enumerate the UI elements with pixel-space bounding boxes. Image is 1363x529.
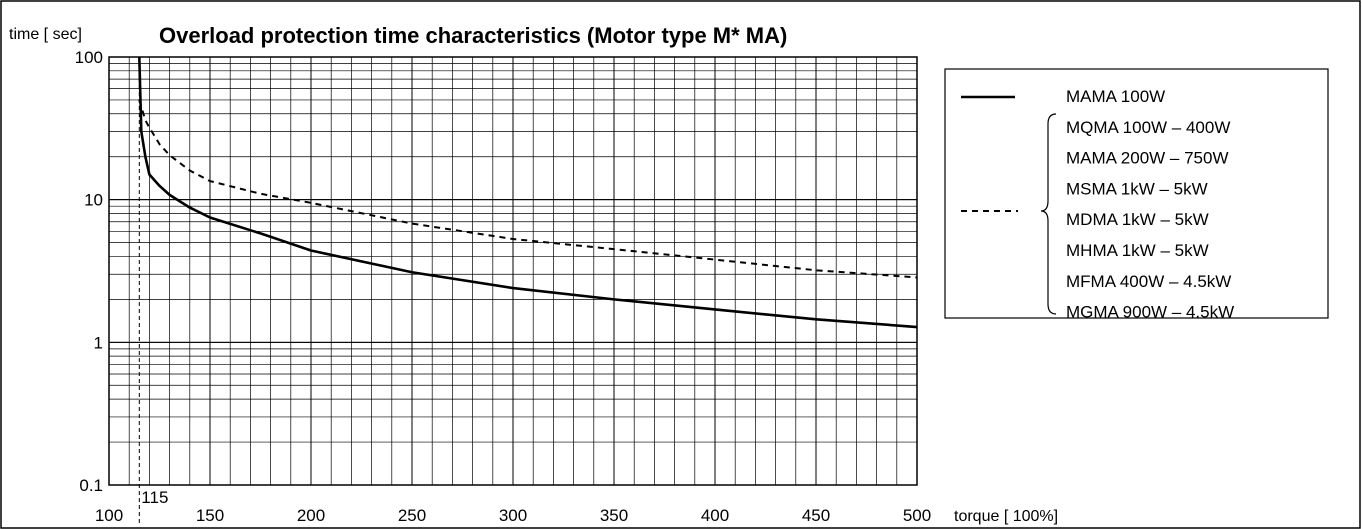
legend-entry-dashed: MGMA 900W – 4.5kW: [1066, 303, 1234, 322]
legend-entry-dashed: MSMA 1kW – 5kW: [1066, 179, 1208, 198]
legend-entry-solid: MAMA 100W: [1066, 87, 1165, 106]
x-tick-label: 300: [499, 506, 527, 525]
x-tick-label: 250: [398, 506, 426, 525]
legend-entry-dashed: MAMA 200W – 750W: [1066, 149, 1229, 168]
x-tick-labels: 100 150 200 250 300 350 400 450 500: [95, 506, 931, 525]
x-tick-label: 450: [802, 506, 830, 525]
y-axis-label: time [ sec]: [9, 26, 82, 43]
y-tick-labels: 100 10 1 0.1: [75, 48, 103, 495]
plot-border: [108, 56, 918, 486]
legend-entry-dashed: MQMA 100W – 400W: [1066, 118, 1230, 137]
reference-line-label: 115: [141, 488, 168, 507]
legend: MAMA 100W MQMA 100W – 400W MAMA 200W – 75…: [944, 68, 1329, 322]
y-tick-label: 1: [94, 333, 103, 352]
series-line-dashed: [138, 99, 918, 279]
grid: [108, 56, 918, 486]
x-tick-label: 150: [196, 506, 224, 525]
legend-entry-dashed: MDMA 1kW – 5kW: [1066, 210, 1209, 229]
series-group: [138, 56, 918, 329]
x-tick-label: 100: [95, 506, 123, 525]
y-tick-label: 100: [75, 48, 103, 67]
y-tick-label: 0.1: [79, 476, 103, 495]
legend-entry-dashed: MHMA 1kW – 5kW: [1066, 241, 1209, 260]
x-tick-label: 500: [903, 506, 931, 525]
legend-brace: [1040, 113, 1057, 315]
x-tick-label: 350: [600, 506, 628, 525]
chart-title: Overload protection time characteristics…: [159, 23, 787, 48]
y-tick-label: 10: [84, 191, 103, 210]
x-tick-label: 200: [297, 506, 325, 525]
series-line-solid: [138, 56, 918, 329]
x-axis-label: torque [ 100%]: [954, 508, 1058, 525]
legend-entry-dashed: MFMA 400W – 4.5kW: [1066, 272, 1231, 291]
legend-dashed-entries: MQMA 100W – 400W MAMA 200W – 750W MSMA 1kW…: [1066, 118, 1234, 322]
reference-line-group: 115: [138, 57, 168, 525]
legend-box: [944, 68, 1329, 319]
x-tick-label: 400: [701, 506, 729, 525]
